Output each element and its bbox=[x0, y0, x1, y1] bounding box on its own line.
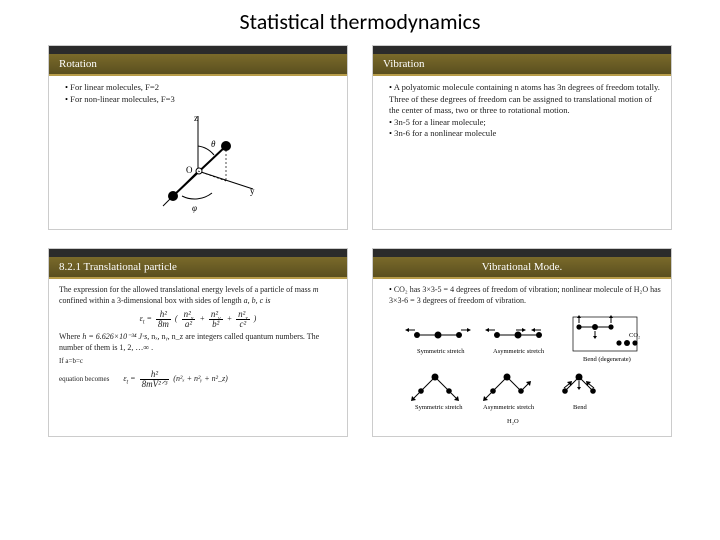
phi-label: φ bbox=[192, 203, 197, 213]
label-co2: CO₂ bbox=[629, 332, 640, 339]
label-benddeg: Bend (degenerate) bbox=[583, 356, 631, 363]
bullet: 3n-5 for a linear molecule; bbox=[389, 117, 661, 129]
origin-label: O bbox=[186, 165, 193, 175]
panel-body: CO₂ has 3×3-5 = 4 degrees of freedom of … bbox=[373, 279, 671, 436]
page-title: Statistical thermodynamics bbox=[0, 0, 720, 45]
label-asym: Asymmetric stretch bbox=[493, 348, 545, 355]
panel-body: A polyatomic molecule containing n atoms… bbox=[373, 76, 671, 229]
bullet: For non-linear molecules, F=3 bbox=[65, 94, 337, 106]
panel-translational: 8.2.1 Translational particle The express… bbox=[48, 248, 348, 437]
bullet: For linear molecules, F=2 bbox=[65, 82, 337, 94]
bullet: 3n-6 for a nonlinear molecule bbox=[389, 128, 661, 140]
vibmode-diagram: Symmetric stretch Asymmetric stretch Ben… bbox=[383, 313, 661, 428]
panel-title: 8.2.1 Translational particle bbox=[49, 257, 347, 279]
theta-label: θ bbox=[211, 139, 216, 149]
para: Where h = 6.626×10⁻³⁴ J·s, nₓ, nᵧ, n_z a… bbox=[59, 332, 337, 354]
panel-vibmode: Vibrational Mode. CO₂ has 3×3-5 = 4 degr… bbox=[372, 248, 672, 437]
equation-1: εt = h²8m ( n²xa² + n²yb² + n²zc² ) bbox=[59, 310, 337, 329]
label-sym2: Symmetric stretch bbox=[415, 404, 463, 411]
panel-title: Vibrational Mode. bbox=[373, 257, 671, 279]
axis-y-label: y bbox=[250, 186, 255, 196]
panel-vibration: Vibration A polyatomic molecule containi… bbox=[372, 45, 672, 230]
panel-header-stripe bbox=[49, 46, 347, 54]
equation-2-line2: equation becomes εt = h²8mV²ᐟ³ (n²ₓ + n²… bbox=[59, 370, 337, 389]
bullet: A polyatomic molecule containing n atoms… bbox=[389, 82, 661, 117]
rotation-diagram: z y O θ φ bbox=[59, 111, 337, 221]
slide-grid: Rotation For linear molecules, F=2 For n… bbox=[0, 45, 720, 449]
label-h2o: H₂O bbox=[507, 418, 519, 425]
panel-body: For linear molecules, F=2 For non-linear… bbox=[49, 76, 347, 229]
panel-title: Vibration bbox=[373, 54, 671, 76]
panel-header-stripe bbox=[373, 46, 671, 54]
panel-rotation: Rotation For linear molecules, F=2 For n… bbox=[48, 45, 348, 230]
label-bend: Bend bbox=[573, 404, 587, 411]
panel-title: Rotation bbox=[49, 54, 347, 76]
panel-body: The expression for the allowed translati… bbox=[49, 279, 347, 436]
bullet: CO₂ has 3×3-5 = 4 degrees of freedom of … bbox=[389, 285, 661, 307]
label-asym2: Asymmetric stretch bbox=[483, 404, 535, 411]
panel-header-stripe bbox=[373, 249, 671, 257]
label-sym: Symmetric stretch bbox=[417, 348, 465, 355]
panel-header-stripe bbox=[49, 249, 347, 257]
equation-2: If a=b=c bbox=[59, 357, 337, 366]
para: The expression for the allowed translati… bbox=[59, 285, 337, 307]
axis-z-label: z bbox=[194, 113, 198, 123]
